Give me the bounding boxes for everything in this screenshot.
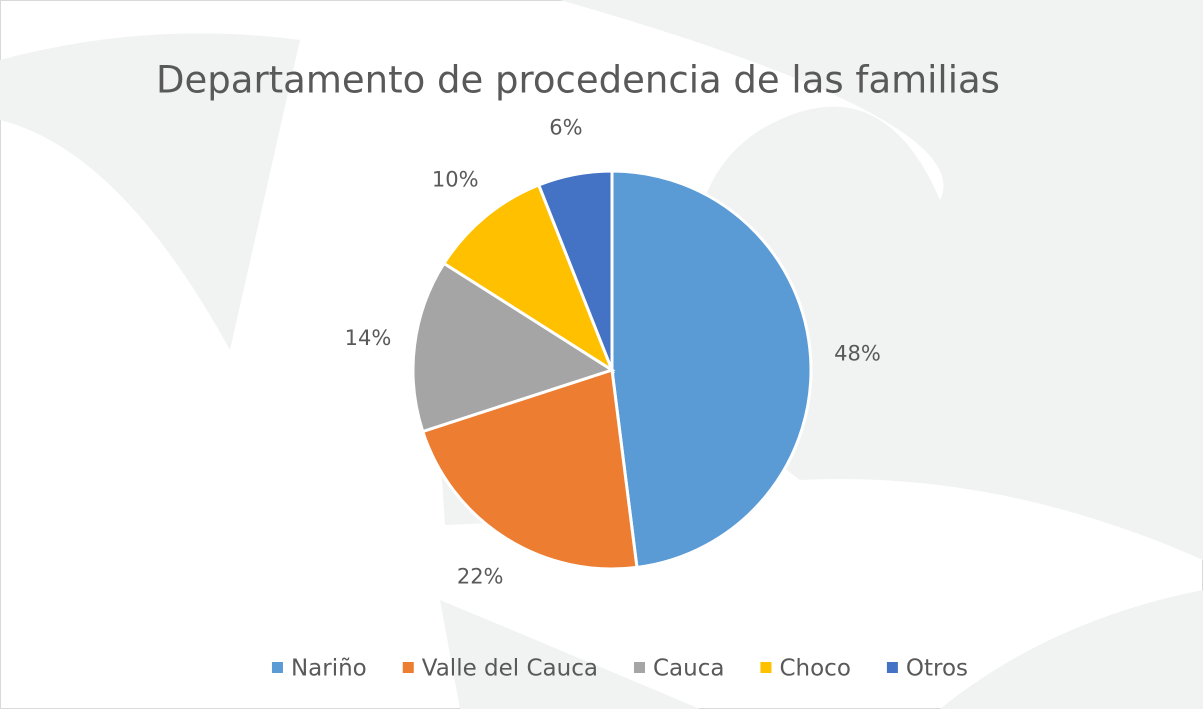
data-label: 48% [834, 342, 881, 366]
pie-slice [411, 261, 616, 434]
data-label: 6% [549, 115, 582, 139]
legend-swatch [633, 662, 645, 673]
legend-swatch [402, 662, 414, 673]
data-label: 14% [345, 326, 392, 350]
pie-slice [536, 169, 614, 371]
legend-label: Valle del Cauca [422, 656, 598, 682]
legend-swatch [886, 662, 898, 673]
chart-title: Departamento de procedencia de las famil… [156, 59, 1000, 102]
legend-label: Otros [906, 656, 968, 682]
data-label: 10% [432, 167, 479, 191]
legend-label: Choco [779, 656, 850, 682]
pie-slice [420, 368, 639, 571]
legend-swatch [760, 662, 772, 673]
legend-swatch [271, 662, 283, 673]
legend-label: Cauca [653, 656, 724, 682]
legend: Nariño Valle del Cauca Cauca Choco Otros [271, 656, 968, 682]
legend-label: Nariño [291, 656, 367, 682]
pie-slice [441, 183, 616, 374]
data-label: 22% [457, 565, 504, 589]
pie-slice [610, 169, 813, 570]
